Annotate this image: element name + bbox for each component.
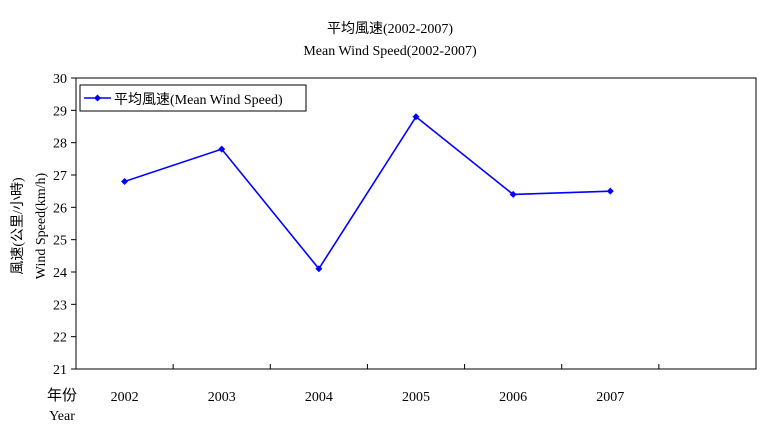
y-axis: 21 22 23 24 25 26 27 28 29 30 — [53, 72, 76, 378]
data-point — [218, 145, 226, 153]
legend: 平均風速(Mean Wind Speed) — [79, 84, 307, 112]
y-axis-label-zh: 風速(公里/小時) — [10, 177, 26, 275]
y-tick-label: 22 — [53, 331, 67, 346]
legend-label: 平均風速(Mean Wind Speed) — [114, 92, 283, 108]
x-tick-label: 2002 — [111, 390, 139, 405]
plot-area — [75, 77, 757, 370]
series-layer — [121, 113, 614, 273]
series-line — [124, 115, 611, 271]
legend-box — [79, 84, 307, 112]
y-tick-label: 29 — [53, 104, 67, 119]
data-point — [412, 113, 420, 121]
x-tick-label: 2007 — [596, 390, 624, 405]
y-tick-label: 27 — [53, 169, 67, 184]
y-axis-title: 風速(公里/小時) Wind Speed(km/h) — [10, 172, 49, 279]
data-point — [121, 177, 129, 185]
x-tick-label: 2004 — [305, 390, 333, 405]
y-tick-label: 28 — [53, 137, 67, 152]
x-tick-label: 2003 — [208, 390, 236, 405]
y-tick-label: 24 — [53, 266, 67, 281]
chart-title: 平均風速(2002-2007) — [327, 21, 453, 37]
y-tick-label: 26 — [53, 201, 67, 216]
y-tick-label: 23 — [53, 298, 67, 313]
y-tick-label: 25 — [53, 234, 67, 249]
x-tick-label: 2005 — [402, 390, 430, 405]
chart-subtitle: Mean Wind Speed(2002-2007) — [303, 44, 477, 59]
data-point — [509, 190, 517, 198]
x-axis-label-en: Year — [49, 409, 75, 424]
data-point — [315, 265, 323, 273]
x-axis-label-zh: 年份 — [47, 387, 77, 404]
x-tick-label: 2006 — [499, 390, 527, 405]
y-tick-label: 30 — [53, 72, 67, 87]
x-axis: 2002 2003 2004 2005 2006 2007 — [111, 364, 660, 405]
y-tick-label: 21 — [53, 363, 67, 378]
y-axis-label-en: Wind Speed(km/h) — [34, 172, 49, 279]
legend-marker — [94, 94, 101, 102]
data-point — [606, 187, 614, 195]
